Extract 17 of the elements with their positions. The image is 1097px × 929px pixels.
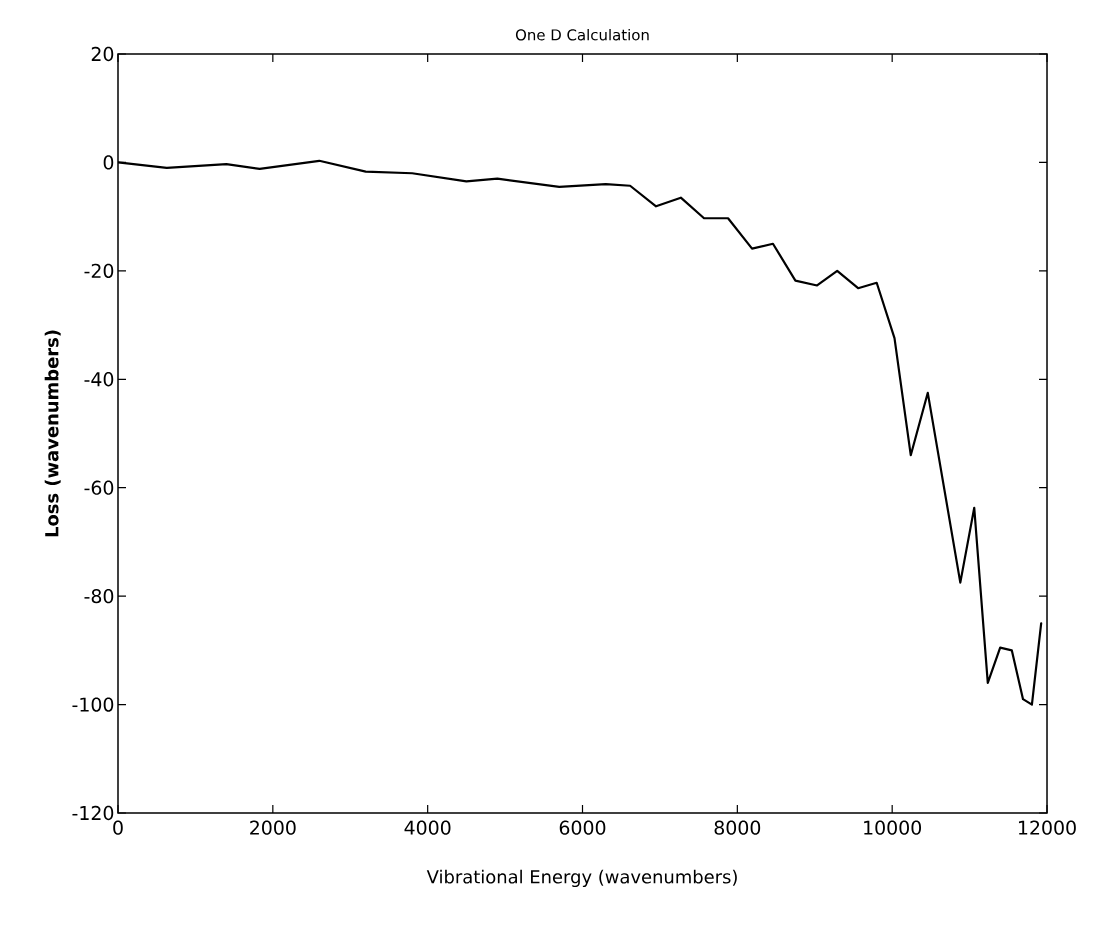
x-tick-label: 4000 (404, 820, 451, 835)
x-tick-label: 2000 (250, 820, 296, 835)
y-axis-title: Loss (wavenumbers) (44, 330, 61, 537)
y-tick-label: -20 (84, 263, 114, 279)
x-axis-title: Vibrational Energy (wavenumbers) (426, 869, 737, 888)
chart-title: One D Calculation (515, 28, 649, 41)
y-tick-label: 0 (103, 155, 114, 170)
x-tick-label: 12000 (1018, 820, 1076, 835)
y-tick-label: -120 (72, 805, 114, 821)
y-tick-label: -100 (72, 697, 114, 712)
x-tick-label: 6000 (559, 820, 606, 835)
y-tick-label: -80 (84, 588, 114, 604)
x-tick-label: 8000 (714, 820, 761, 835)
y-tick-label: -60 (84, 480, 114, 495)
x-tick-label: 10000 (864, 820, 921, 835)
y-tick-label: -40 (84, 372, 114, 387)
y-tick-label: 20 (91, 46, 114, 62)
